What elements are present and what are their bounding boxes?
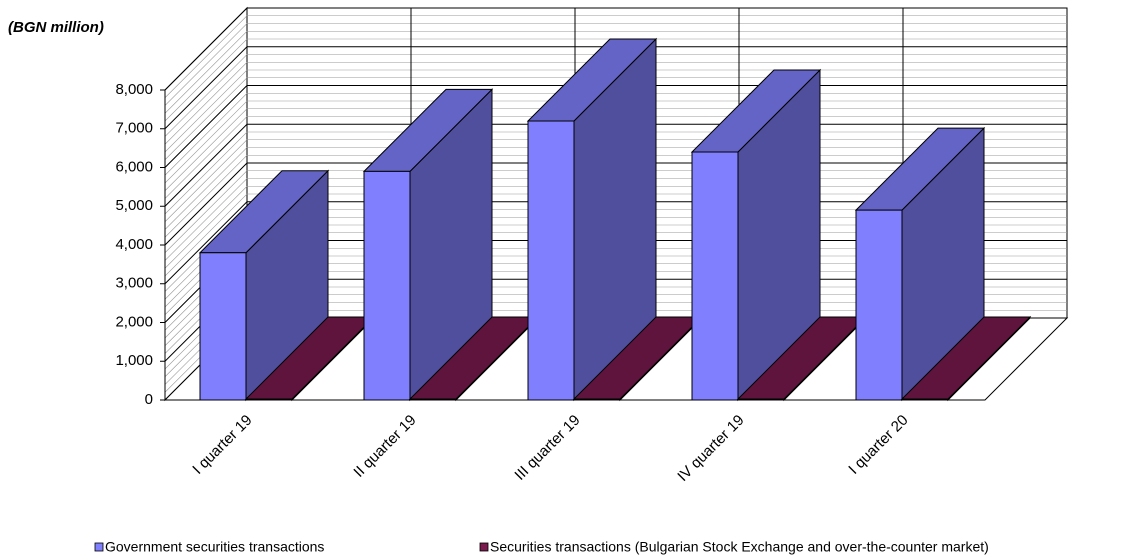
minor-grid-line: [164, 30, 1067, 114]
y-tick-label: 5,000: [115, 197, 153, 214]
x-tick-label: II quarter 19: [350, 412, 419, 481]
legend-label: Securities transactions (Bulgarian Stock…: [490, 539, 989, 555]
y-tick-label: 8,000: [115, 81, 153, 98]
y-tick-label: 7,000: [115, 120, 153, 137]
x-tick-label: I quarter 20: [845, 412, 911, 478]
bar: [573, 398, 621, 401]
y-tick-label: 0: [145, 391, 153, 408]
minor-grid-line: [164, 23, 1067, 106]
grid-line: [164, 7, 1067, 91]
bar: [691, 151, 739, 401]
legend-swatch: [479, 542, 489, 552]
bar: [199, 252, 247, 401]
y-tick-label: 1,000: [115, 352, 153, 369]
chart-title: (BGN million): [8, 19, 104, 36]
bar: [245, 398, 293, 401]
y-tick-label: 2,000: [115, 313, 153, 330]
x-tick-label: I quarter 19: [189, 412, 255, 478]
minor-grid-line: [164, 54, 1067, 137]
bar: [409, 398, 457, 401]
minor-grid-line: [164, 15, 1067, 98]
y-tick-label: 4,000: [115, 236, 153, 253]
x-tick-label: IV quarter 19: [674, 412, 747, 485]
x-tick-label: III quarter 19: [511, 412, 583, 484]
bar: [363, 170, 411, 401]
legend-label: Government securities transactions: [105, 539, 324, 555]
y-tick-label: 3,000: [115, 275, 153, 292]
grid-line: [164, 46, 1067, 130]
minor-grid-line: [164, 61, 1067, 145]
bar: [901, 398, 949, 401]
minor-grid-line: [164, 38, 1067, 122]
y-tick-label: 6,000: [115, 158, 153, 175]
legend-swatch: [94, 542, 104, 552]
bar: [737, 398, 785, 401]
bar: [527, 120, 575, 401]
bar: [855, 209, 903, 401]
